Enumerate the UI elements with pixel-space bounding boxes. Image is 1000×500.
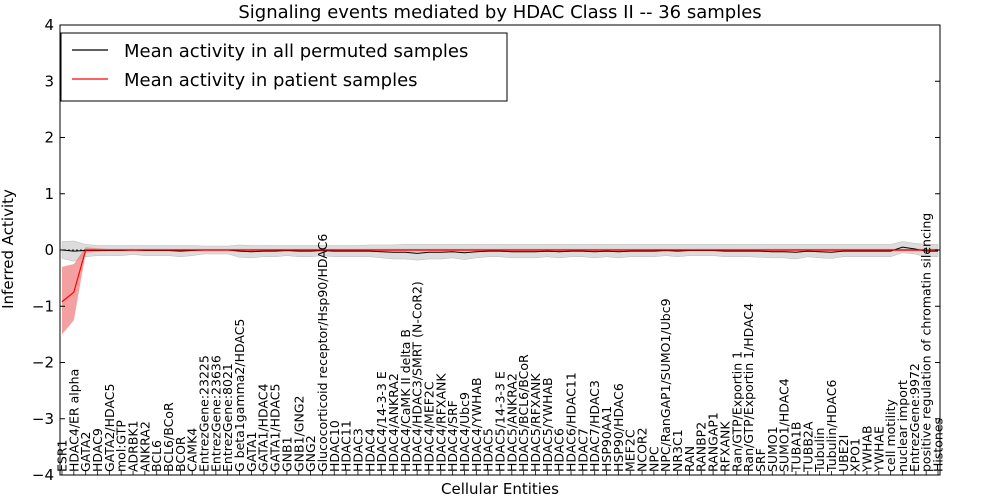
x-tick-label: HDAC6 xyxy=(552,428,567,472)
x-tick-label: HDAC9 xyxy=(90,428,105,472)
y-tick-label: −1 xyxy=(32,297,54,315)
x-tick-label: MEF2C xyxy=(623,429,638,472)
x-tick-label: HDAC5/RFXANK xyxy=(528,373,543,472)
x-tick-label: Tubulin/HDAC6 xyxy=(824,380,839,473)
x-tick-label: HDAC11 xyxy=(339,420,354,472)
legend-box xyxy=(60,32,508,102)
x-tick-label: RANBP2 xyxy=(694,422,709,472)
x-tick-label: cell motility xyxy=(883,398,898,472)
x-tick-label: BCL6 xyxy=(149,440,164,472)
x-tick-label: HDAC3 xyxy=(350,428,365,472)
x-tick-label: HDAC4/MEF2C xyxy=(421,381,436,472)
x-tick-label: RAN xyxy=(682,446,697,472)
x-tick-label: HDAC10 xyxy=(327,420,342,472)
x-tick-label: HDAC5/BCL6/BCoR xyxy=(516,354,531,472)
y-axis-ticks: −4 −3 −2 −1 0 1 2 3 4 xyxy=(32,16,940,484)
x-tick-label: HDAC4/RFXANK xyxy=(433,373,448,472)
x-tick-label: HDAC4/ER alpha xyxy=(66,369,81,472)
x-tick-label: TUBB2A xyxy=(800,421,815,473)
x-tick-label: HDAC4/YWHAB xyxy=(469,377,484,472)
x-tick-label: HDAC4/ANKRA2 xyxy=(386,373,401,472)
x-tick-label: UBE2I xyxy=(836,435,851,472)
x-tick-label: GNG2 xyxy=(303,435,318,472)
x-tick-label: Ran/GTP/Exportin 1 xyxy=(729,351,744,472)
x-tick-label: Glucocorticoid receptor/Hsp90/HDAC6 xyxy=(315,234,330,472)
x-tick-label: YWHAE xyxy=(871,426,886,473)
legend-label-patient: Mean activity in patient samples xyxy=(124,70,418,91)
x-tick-label: ESR1 xyxy=(55,440,70,472)
chart-title: Signaling events mediated by HDAC Class … xyxy=(238,2,761,23)
x-tick-label: EntrezGene:9972 xyxy=(907,363,922,472)
x-tick-label: HSP90AA1 xyxy=(599,406,614,472)
band-patient xyxy=(62,247,938,335)
x-tick-label: G beta1gamma2/HDAC5 xyxy=(232,319,247,472)
x-tick-label: GATA1/HDAC4 xyxy=(256,383,271,472)
x-tick-label: RFXANK xyxy=(717,421,732,472)
x-tick-label: ANKRA2 xyxy=(137,421,152,472)
x-tick-label: RANGAP1 xyxy=(706,412,721,472)
y-tick-label: −2 xyxy=(32,354,54,372)
x-tick-label: HDAC4/Ubc9 xyxy=(457,392,472,472)
x-tick-label: HDAC4/14-3-3 E xyxy=(374,371,389,472)
x-tick-label: SUMO1/HDAC4 xyxy=(777,378,792,472)
confidence-bands xyxy=(61,240,939,335)
y-tick-label: 0 xyxy=(44,241,54,259)
x-tick-label: HDAC6/HDAC11 xyxy=(564,372,579,472)
y-axis-label: Inferred Activity xyxy=(0,189,17,309)
x-tick-label: TUBA1B xyxy=(788,422,803,473)
x-tick-label: HDAC5 xyxy=(481,428,496,472)
x-tick-label: HDAC5/ANKRA2 xyxy=(504,373,519,472)
y-tick-label: 4 xyxy=(44,16,54,34)
x-tick-label: HDAC7 xyxy=(575,428,590,472)
y-tick-label: 3 xyxy=(44,72,54,90)
plot-frame xyxy=(59,24,941,476)
x-tick-label: EntrezGene:23225 xyxy=(197,355,212,472)
x-tick-label: GNB1/GNG2 xyxy=(291,396,306,472)
x-tick-label: GATA1 xyxy=(244,432,259,472)
x-tick-label: nuclear import xyxy=(895,380,910,472)
x-tick-label: HDAC4/SRF xyxy=(445,400,460,472)
x-tick-label: ADRBK1 xyxy=(126,420,141,472)
x-tick-label: SRF xyxy=(753,448,768,472)
x-tick-label: XPO1 xyxy=(848,438,863,472)
legend-label-permuted: Mean activity in all permuted samples xyxy=(124,41,468,62)
x-tick-label: HDAC5/14-3-3 E xyxy=(493,371,508,472)
x-tick-label: HDAC7/HDAC3 xyxy=(587,380,602,472)
x-tick-label: HSP90/HDAC6 xyxy=(611,383,626,472)
y-tick-label: −4 xyxy=(32,466,54,484)
x-tick-label: BCOR xyxy=(173,436,188,472)
x-tick-label: YWHAB xyxy=(859,425,874,473)
x-tick-label: positive regulation of chromatin silenci… xyxy=(919,213,934,472)
x-tick-label: GNB1 xyxy=(279,436,294,472)
y-tick-label: −3 xyxy=(32,410,54,428)
x-tick-label: NCOR2 xyxy=(635,427,650,472)
legend: Mean activity in all permuted samples Me… xyxy=(60,32,508,102)
x-tick-label: Ran/GTP/Exportin 1/HDAC4 xyxy=(741,303,756,472)
x-tick-label: HDAC5/YWHAB xyxy=(540,377,555,472)
x-tick-label: EntrezGene:23636 xyxy=(208,355,223,472)
x-tick-label: BCL6/BCoR xyxy=(161,402,176,472)
y-tick-label: 1 xyxy=(44,185,54,203)
series-lines xyxy=(61,246,938,303)
x-tick-label: HDAC4 xyxy=(362,428,377,472)
line-patient xyxy=(61,249,938,303)
x-axis-label: Cellular Entities xyxy=(441,480,559,498)
x-tick-label: NR3C1 xyxy=(670,429,685,472)
x-tick-label: CAMK4 xyxy=(185,428,200,472)
x-tick-label: Histones xyxy=(931,418,946,472)
y-tick-label: 2 xyxy=(44,129,54,147)
x-tick-label: GATA2/HDAC5 xyxy=(102,384,117,472)
x-tick-label: mol:GTP xyxy=(114,420,129,472)
x-tick-label: HDAC4/CaMK II delta B xyxy=(398,329,413,472)
x-tick-label: NPC xyxy=(646,446,661,472)
x-tick-label: NPC/RanGAP1/SUMO1/Ubc9 xyxy=(658,298,673,472)
x-tick-label: SUMO1 xyxy=(765,426,780,472)
x-tick-label: HDAC4/HDAC3/SMRT (N-CoR2) xyxy=(410,281,425,472)
x-tick-label: Tubulin xyxy=(812,428,827,473)
x-tick-label: EntrezGene:8021 xyxy=(220,363,235,472)
x-tick-label: GATA2 xyxy=(78,432,93,472)
x-tick-label: GATA1/HDAC5 xyxy=(268,384,283,472)
